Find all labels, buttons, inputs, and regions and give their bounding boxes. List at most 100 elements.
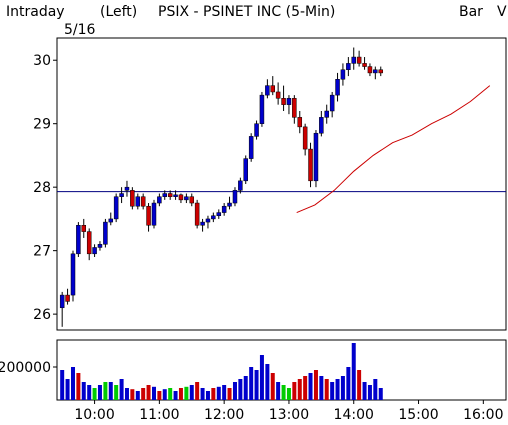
price-bar-body [184,196,189,201]
volume-bar [362,382,367,400]
volume-bar [232,382,237,400]
price-bar-body [189,196,195,204]
price-bar-body [281,98,286,105]
volume-bar [313,370,318,400]
volume-bar [227,388,232,400]
time-axis: 10:00 11:00 12:00 13:00 14:00 15:00 16:00 [74,400,504,423]
price-bar-body [205,218,211,223]
price-bar-body [232,190,238,204]
price-bar-body [270,85,276,93]
price-bar-body [265,85,270,96]
price-bar-body [319,117,324,134]
volume-bar [286,388,291,400]
volume-bar [357,370,362,400]
time-tick-label: 12:00 [204,407,244,423]
price-bar-body [351,56,356,64]
price-bar-body [367,66,373,74]
volume-bar [114,385,119,400]
volume-bar [270,373,275,400]
volume-bar [281,385,286,400]
price-bar-body [140,196,146,207]
volume-bar [124,388,129,400]
price-bar-body [243,158,248,182]
time-tick-label: 11:00 [139,407,179,423]
price-bar-body [259,94,265,124]
volume-panel-frame [56,339,507,401]
volume-bar [157,391,162,400]
chart-title: PSIX - PSINET INC (5-Min) [158,4,335,20]
price-bar-body [59,294,65,309]
volume-axis: 200000 [0,360,57,376]
price-bar-body [329,94,335,112]
price-tick-label: 29 [33,117,51,133]
volume-bar [178,388,183,400]
price-bar-body [302,126,308,150]
volume-bar [254,370,259,400]
volume-bar [276,382,281,400]
volume-bar [119,379,124,400]
mode-label: Intraday [6,4,65,20]
price-tick-label: 28 [33,180,51,196]
volume-bar [195,382,200,400]
volume-bar [71,367,76,400]
price-bar-body [238,180,243,191]
volume-bar [151,386,156,400]
price-bars [59,47,384,327]
volume-bar [60,370,65,400]
volume-bar [92,388,97,400]
volume-bar [211,388,216,400]
price-bar-body [167,193,173,197]
price-bar-body [313,132,319,182]
price-bar-body [108,218,114,223]
price-bar-body [254,123,259,137]
price-bar-body [378,69,384,74]
price-bar-body [81,225,87,232]
volume-bar [330,382,335,400]
price-bar-body [113,196,119,220]
volume-bar [87,385,92,400]
volume-bar [243,376,248,400]
volume-bar [216,386,221,400]
price-bar-body [194,202,200,226]
volume-bar [97,385,102,400]
volume-bar [189,385,194,400]
volume-bar [292,382,297,400]
volume-indicator-label[interactable]: V [497,4,507,20]
price-tick-label: 26 [33,307,51,323]
time-tick-label: 13:00 [269,407,309,423]
price-bar-body [308,148,313,182]
price-bar-body [130,190,135,207]
price-bar-body [146,205,151,226]
date-label: 5/16 [64,22,96,38]
price-bar-body [173,194,178,197]
price-bar-body [373,69,378,74]
price-bar-body [124,186,130,191]
volume-bar [173,391,178,400]
price-bar-body [216,212,222,216]
price-bar-body [70,253,76,296]
volume-bar [146,385,151,400]
chart-style-label[interactable]: Bar [459,4,483,20]
volume-bar [222,385,227,400]
time-tick-label: 15:00 [398,407,438,423]
moving-average-line [296,85,491,214]
volume-bar [335,379,340,400]
volume-bar [162,389,167,400]
price-bar-body [119,193,124,197]
axis-side-label: (Left) [100,4,137,20]
volume-bar [108,382,113,400]
price-bar-body [76,225,81,255]
price-bar-body [178,194,184,201]
price-bar-body [221,205,227,213]
price-bar-body [135,196,141,207]
price-bar-body [340,69,346,80]
volume-bar [76,373,81,400]
volume-bar [184,386,189,400]
volume-bar [205,391,210,400]
price-bar-body [97,244,103,248]
price-bar-body [292,98,297,118]
volume-tick-label: 200000 [0,360,51,376]
price-bar-body [275,91,281,99]
volume-bar [346,367,351,400]
